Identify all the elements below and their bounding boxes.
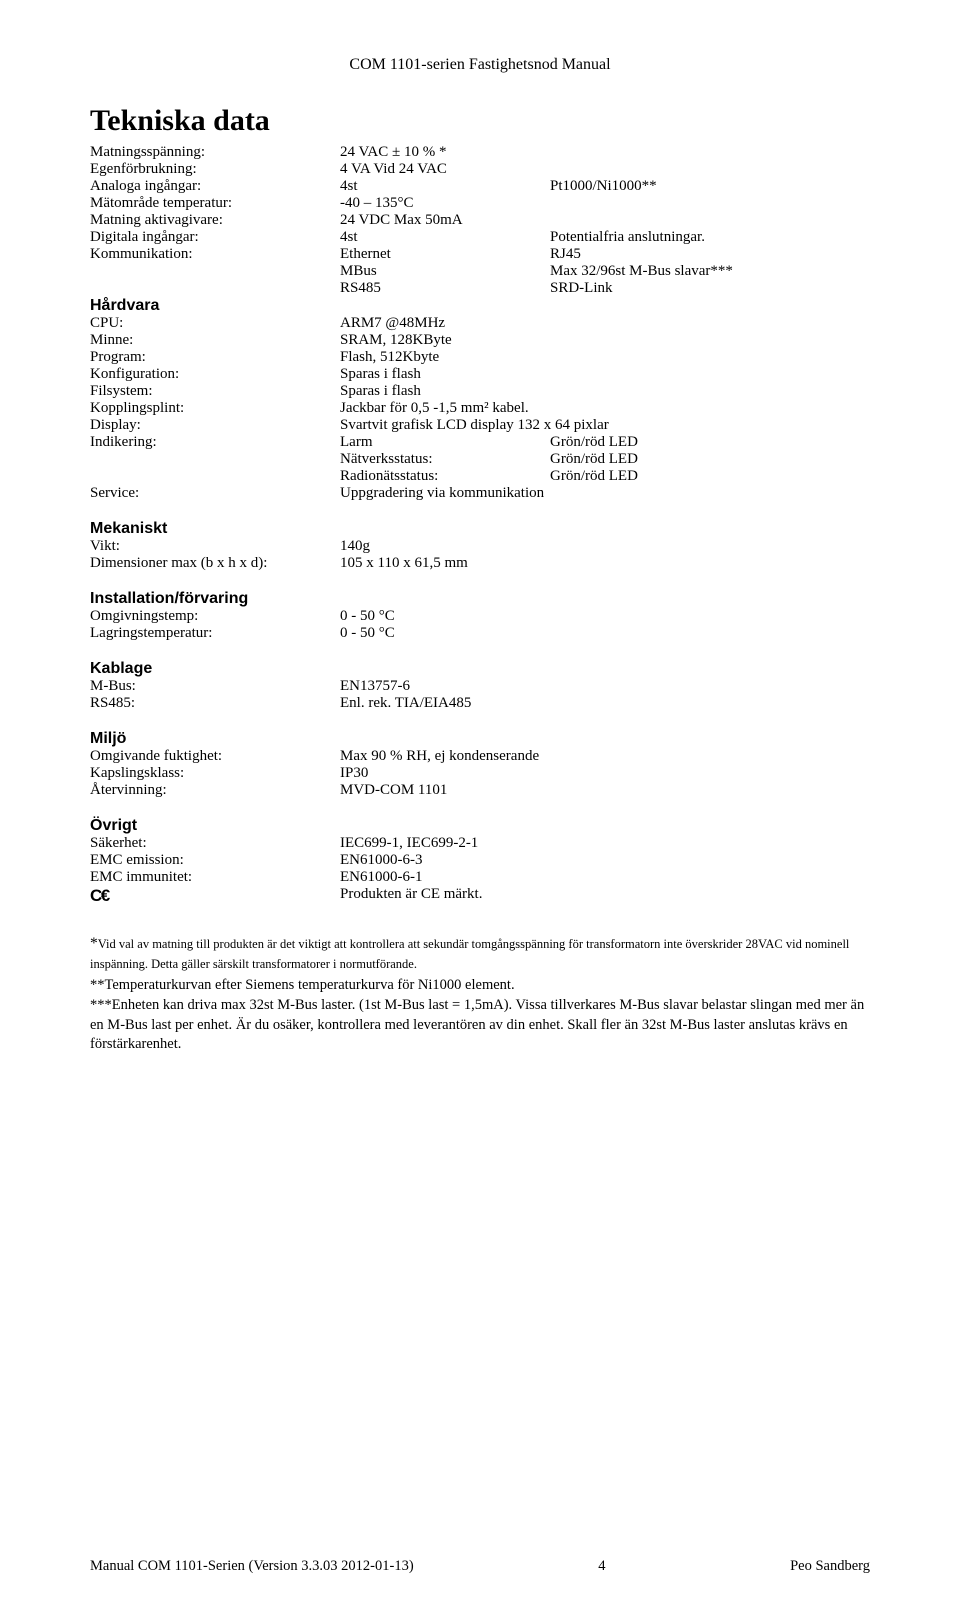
spec-extra: Pt1000/Ni1000** [550,178,870,195]
footer-page: 4 [598,1558,605,1575]
spec-extra: SRD-Link [550,280,870,297]
spec-label: Egenförbrukning: [90,161,340,178]
spec-label: Omgivningstemp: [90,608,340,625]
spec-label: Dimensioner max (b x h x d): [90,555,340,572]
spec-extra: Grön/röd LED [550,434,870,451]
spec-value: EN61000-6-1 [340,869,423,886]
spec-label: Vikt: [90,538,340,555]
spec-value: Nätverksstatus: [340,451,550,468]
spec-label: Matningsspänning: [90,144,340,161]
spec-value: Jackbar för 0,5 -1,5 mm² kabel. [340,400,529,417]
spec-label: Kommunikation: [90,246,340,263]
spec-extra: Potentialfria anslutningar. [550,229,870,246]
spec-value: Max 90 % RH, ej kondenserande [340,748,539,765]
spec-label: Display: [90,417,340,434]
spec-extra: RJ45 [550,246,870,263]
spec-value: EN61000-6-3 [340,852,423,869]
spec-label: EMC immunitet: [90,869,340,886]
spec-value: MVD-COM 1101 [340,782,447,799]
page-footer: Manual COM 1101-Serien (Version 3.3.03 2… [90,1558,870,1575]
footnotes: *Vid val av matning till produkten är de… [90,934,870,1055]
document-header: COM 1101-serien Fastighetsnod Manual [90,56,870,74]
spec-row: Egenförbrukning: 4 VA Vid 24 VAC [90,161,870,178]
spec-value: Uppgradering via kommunikation [340,485,544,502]
spec-value: ARM7 @48MHz [340,315,550,332]
spec-label: Digitala ingångar: [90,229,340,246]
spec-value: EN13757-6 [340,678,410,695]
spec-value: Radionätsstatus: [340,468,550,485]
spec-extra: Grön/röd LED [550,451,870,468]
spec-row: Kommunikation: Ethernet RJ45 [90,246,870,263]
spec-row: Mätområde temperatur: -40 – 135°C [90,195,870,212]
spec-value: Ethernet [340,246,550,263]
spec-label: Säkerhet: [90,835,340,852]
page-title: Tekniska data [90,104,870,138]
spec-value: Flash, 512Kbyte [340,349,550,366]
spec-label: CPU: [90,315,340,332]
section-hardvara: Hårdvara [90,297,870,315]
spec-label: EMC emission: [90,852,340,869]
spec-value: 4 VA Vid 24 VAC [340,161,550,178]
spec-label: Kapslingsklass: [90,765,340,782]
footer-left: Manual COM 1101-Serien (Version 3.3.03 2… [90,1558,414,1575]
spec-label: Omgivande fuktighet: [90,748,340,765]
spec-label: Indikering: [90,434,340,451]
spec-label: Matning aktivagivare: [90,212,340,229]
footnote-2: **Temperaturkurvan efter Siemens tempera… [90,976,870,996]
section-ovrigt: Övrigt [90,817,870,835]
spec-value: IEC699-1, IEC699-2-1 [340,835,478,852]
spec-label: M-Bus: [90,678,340,695]
spec-label: Mätområde temperatur: [90,195,340,212]
spec-extra: Grön/röd LED [550,468,870,485]
spec-label: Återvinning: [90,782,340,799]
footnote-1: *Vid val av matning till produkten är de… [90,934,870,974]
spec-label: Filsystem: [90,383,340,400]
spec-label: Program: [90,349,340,366]
spec-value: 0 - 50 °C [340,625,395,642]
spec-value: SRAM, 128KByte [340,332,550,349]
spec-label: Lagringstemperatur: [90,625,340,642]
spec-row: Analoga ingångar: 4st Pt1000/Ni1000** [90,178,870,195]
footer-right: Peo Sandberg [790,1558,870,1575]
spec-label: RS485: [90,695,340,712]
spec-value: 105 x 110 x 61,5 mm [340,555,468,572]
spec-value: RS485 [340,280,550,297]
section-install: Installation/förvaring [90,590,870,608]
spec-label: Konfiguration: [90,366,340,383]
spec-row: Matning aktivagivare: 24 VDC Max 50mA [90,212,870,229]
spec-label: Kopplingsplint: [90,400,340,417]
spec-value: 140g [340,538,370,555]
spec-value: 4st [340,229,550,246]
spec-row: RS485 SRD-Link [90,280,870,297]
spec-label: Minne: [90,332,340,349]
spec-value: Svartvit grafisk LCD display 132 x 64 pi… [340,417,609,434]
spec-label: Analoga ingångar: [90,178,340,195]
spec-value: -40 – 135°C [340,195,550,212]
spec-value: 24 VAC ± 10 % * [340,144,550,161]
section-miljo: Miljö [90,730,870,748]
ce-mark-icon: C€ [90,886,109,905]
spec-value: 24 VDC Max 50mA [340,212,550,229]
spec-value: Larm [340,434,550,451]
spec-value: IP30 [340,765,368,782]
spec-value: Enl. rek. TIA/EIA485 [340,695,471,712]
spec-extra: Max 32/96st M-Bus slavar*** [550,263,870,280]
spec-value: Sparas i flash [340,366,550,383]
spec-value: Sparas i flash [340,383,550,400]
spec-row: MBus Max 32/96st M-Bus slavar*** [90,263,870,280]
spec-value: 0 - 50 °C [340,608,395,625]
spec-value: Produkten är CE märkt. [340,886,482,906]
footnote-3: ***Enheten kan driva max 32st M-Bus last… [90,996,870,1055]
section-mekaniskt: Mekaniskt [90,520,870,538]
spec-label: Service: [90,485,340,502]
spec-row: Digitala ingångar: 4st Potentialfria ans… [90,229,870,246]
spec-value: 4st [340,178,550,195]
section-kablage: Kablage [90,660,870,678]
spec-value: MBus [340,263,550,280]
spec-row: Matningsspänning: 24 VAC ± 10 % * [90,144,870,161]
